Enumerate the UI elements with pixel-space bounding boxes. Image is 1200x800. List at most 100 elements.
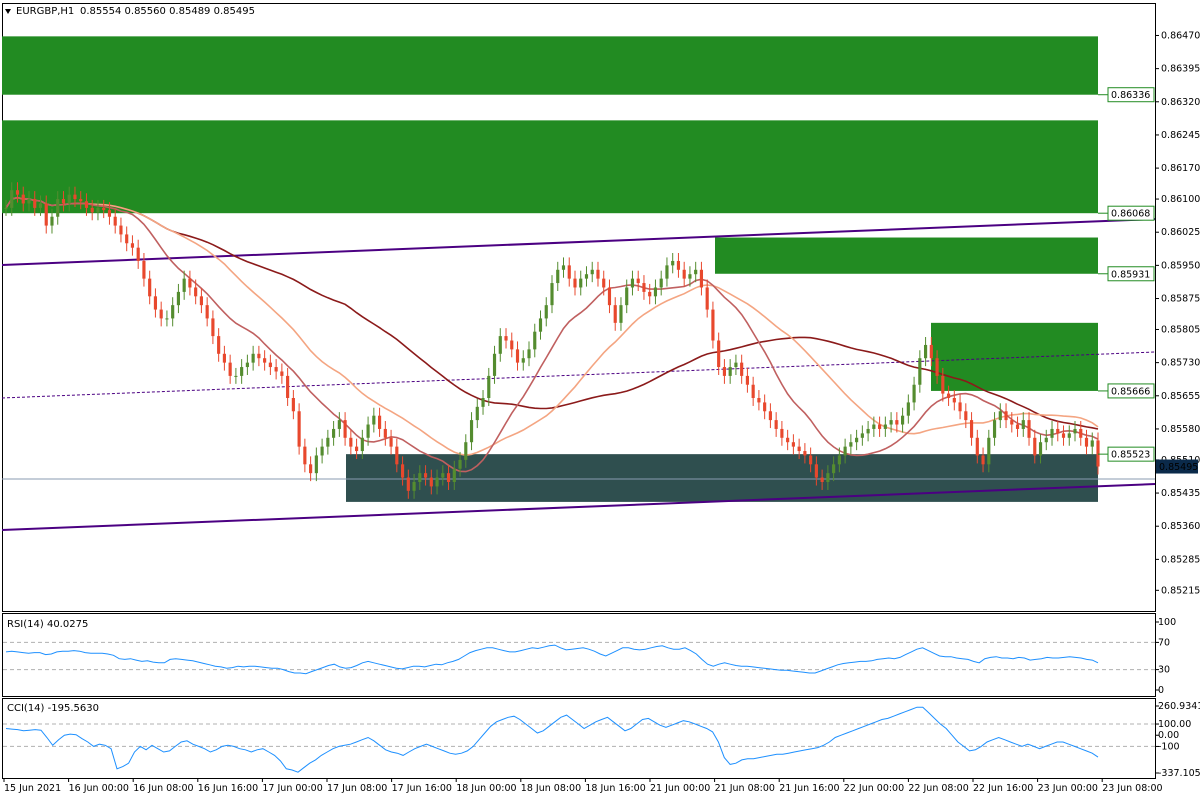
candle-body [705,287,709,310]
zones-layer [2,36,1098,502]
candle-body [682,269,686,279]
cci-layer [3,706,1155,773]
price-tick-label: 0.85360 [1161,521,1200,532]
candle-body [751,384,755,398]
price-tick-label: 0.85655 [1161,391,1200,402]
candle-body [38,203,43,208]
candle-body [992,420,997,438]
time-tick-label: 17 Jun 00:00 [262,783,322,794]
zone-level-label: 0.86336 [1111,90,1150,101]
candle-body [148,278,152,297]
candle-body [613,305,617,323]
candle-body [855,437,859,443]
candle-body [1033,437,1037,456]
candle-body [176,291,181,306]
time-tick-label: 22 Jun 08:00 [908,783,968,794]
candle-body [866,428,870,434]
candle-body [182,278,186,292]
zone-level-tag [1107,205,1155,221]
collapse-triangle-icon[interactable] [5,9,11,14]
time-tick-label: 17 Jun 08:00 [327,783,387,794]
candle-body [923,344,928,359]
candle-body [136,247,140,261]
candle-body [757,398,761,403]
ohlc-readout: 0.85554 0.85560 0.85489 0.85495 [80,6,255,17]
candle-body [803,451,807,456]
candle-body [550,283,554,306]
candle-body [814,464,818,478]
price-tick-label: 0.86100 [1161,194,1200,205]
candle-body [659,278,663,288]
candle-body [280,371,284,376]
rsi-tick-label: 30 [1158,665,1170,676]
candle-body [958,402,962,412]
candle-body [61,199,66,204]
candle-body [130,243,135,248]
zone-level-label: 0.86068 [1111,209,1150,220]
zone-supply [931,322,1098,391]
zone-level-tag [1107,446,1155,462]
candle-body [918,358,922,385]
candle-body [872,424,876,429]
cci-panel-frame [2,698,1156,779]
price-tick-label: 0.85580 [1161,424,1200,435]
candle-body [584,274,589,279]
candle-body [780,428,784,438]
candle-body [878,424,882,429]
lower-trendline [2,483,1155,531]
candle-body [326,437,330,447]
rsi-tick-label: 70 [1158,637,1170,648]
candle-body [889,420,893,425]
current-price-tag [1156,459,1198,474]
candle-body [728,367,732,376]
candle-body [113,216,117,226]
candle-body [475,406,479,421]
candle-body [849,442,853,447]
candle-body [492,353,497,376]
candle-body [820,477,824,482]
time-tick-label: 16 Jun 08:00 [133,783,193,794]
candle-body [412,482,416,491]
candle-body [314,455,318,474]
candle-body [332,428,336,438]
candle-body [211,318,215,337]
candle-body [44,203,48,226]
candle-body [786,437,790,443]
time-tick-label: 23 Jun 08:00 [1102,783,1162,794]
candle-body [240,367,244,376]
candle-body [222,353,226,363]
candle-body [286,375,290,398]
candle-body [883,424,887,429]
candle-body [50,216,54,226]
candle-body [107,210,112,217]
candle-body [21,194,25,204]
price-tick-label: 0.86395 [1161,64,1200,75]
candle-body [935,358,939,376]
candle-body [642,283,646,292]
candle-body [1021,420,1025,429]
candle-body [510,340,514,350]
candle-body [515,349,520,363]
candle-body [573,278,577,288]
price-tick-label: 0.86170 [1161,163,1200,174]
candle-body [125,234,129,244]
candle-body [142,260,146,279]
candle-body [464,442,468,460]
candle-body [987,437,991,465]
candle-body [435,477,439,487]
candle-body [544,305,548,319]
candle-body [1096,440,1100,467]
candle-body [205,305,209,319]
candle-body [274,367,278,372]
candle-body [607,287,612,306]
candle-body [257,353,261,359]
candle-body [561,265,566,270]
candle-body [969,420,974,438]
candle-body [843,446,847,456]
candle-body [10,190,14,208]
time-tick-label: 21 Jun 16:00 [779,783,839,794]
candle-body [774,420,778,429]
main-panel-frame [2,3,1156,612]
candle-body [1038,442,1043,456]
